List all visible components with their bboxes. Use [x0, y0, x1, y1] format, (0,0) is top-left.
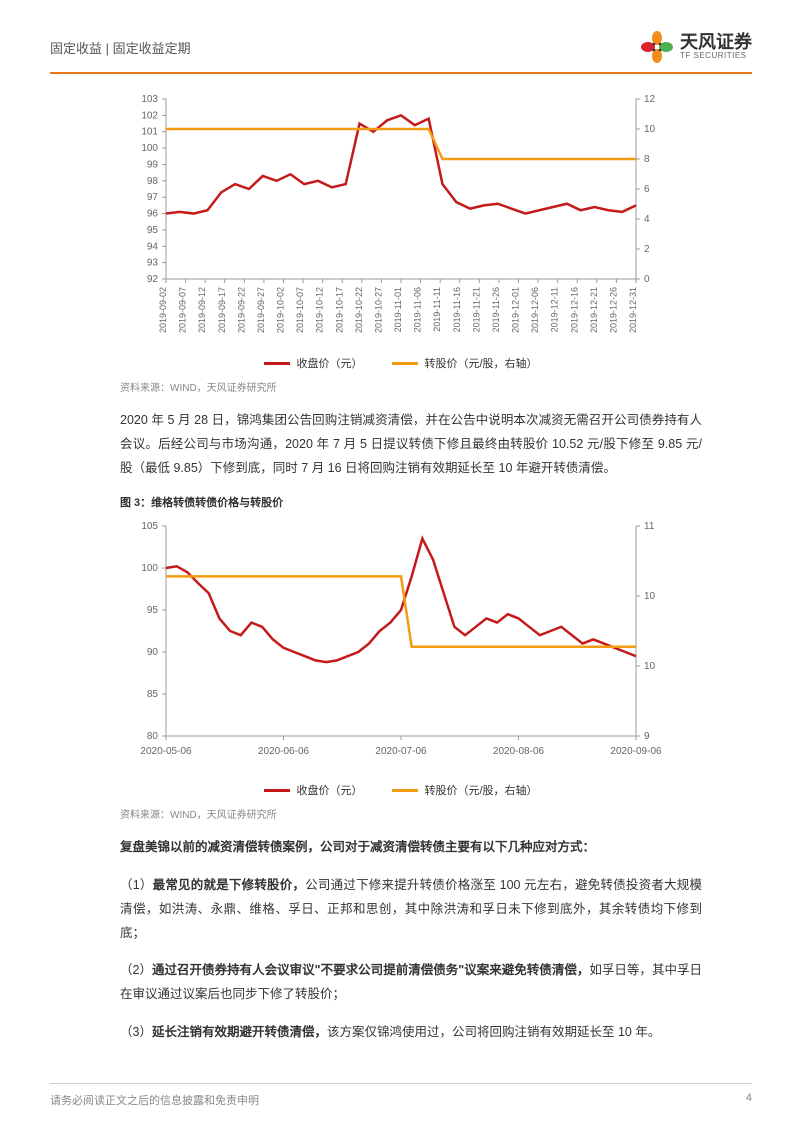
svg-text:10: 10: [644, 591, 656, 602]
svg-text:2019-10-27: 2019-10-27: [373, 287, 383, 333]
svg-text:2019-12-21: 2019-12-21: [589, 287, 599, 333]
legend-label: 转股价（元/股，右轴）: [424, 782, 537, 798]
svg-text:2019-11-26: 2019-11-26: [491, 287, 501, 332]
footer-disclaimer: 请务必阅读正文之后的信息披露和免责申明: [50, 1092, 259, 1108]
page-footer: 请务必阅读正文之后的信息披露和免责申明 4: [50, 1083, 752, 1108]
svg-text:2019-10-07: 2019-10-07: [295, 287, 305, 333]
legend-item: 收盘价（元）: [264, 355, 362, 371]
svg-text:4: 4: [644, 214, 650, 225]
bullet-lead: （1）: [120, 878, 153, 892]
doc-category: 固定收益 | 固定收益定期: [50, 38, 191, 57]
svg-text:2019-09-17: 2019-09-17: [217, 287, 227, 333]
svg-text:98: 98: [147, 176, 159, 187]
svg-text:97: 97: [147, 192, 159, 203]
svg-text:2019-09-07: 2019-09-07: [178, 287, 188, 333]
logo-flower-icon: [640, 30, 674, 64]
svg-text:100: 100: [141, 563, 158, 574]
svg-text:2: 2: [644, 244, 650, 255]
logo-text-block: 天风证券 TF SECURITIES: [680, 33, 752, 61]
legend-label: 收盘价（元）: [296, 782, 362, 798]
legend-item: 收盘价（元）: [264, 782, 362, 798]
logo-text-cn: 天风证券: [680, 33, 752, 51]
page-number: 4: [746, 1092, 752, 1108]
svg-text:95: 95: [147, 605, 159, 616]
svg-text:2019-12-06: 2019-12-06: [530, 287, 540, 333]
svg-text:105: 105: [141, 521, 158, 532]
svg-text:102: 102: [141, 110, 158, 121]
svg-text:2019-10-12: 2019-10-12: [315, 287, 325, 333]
svg-text:11: 11: [644, 521, 655, 532]
bullet-2: （2）通过召开债券持有人会议审议"不要求公司提前清偿债务"议案来避免转债清偿，如…: [120, 959, 702, 1007]
bullet-bold: 通过召开债券持有人会议审议"不要求公司提前清偿债务"议案来避免转债清偿，: [152, 963, 589, 977]
bullet-bold: 延长注销有效期避开转债清偿，: [152, 1025, 327, 1039]
svg-text:2019-12-01: 2019-12-01: [511, 287, 521, 333]
svg-text:2019-11-16: 2019-11-16: [452, 287, 462, 332]
svg-text:95: 95: [147, 225, 159, 236]
chart-2-title: 图 3：维格转债转债价格与转股价: [120, 494, 752, 510]
svg-text:10: 10: [644, 661, 656, 672]
svg-text:2020-09-06: 2020-09-06: [610, 746, 662, 757]
paragraph-1: 2020 年 5 月 28 日，锦鸿集团公告回购注销减资清偿，并在公告中说明本次…: [120, 409, 702, 480]
legend-label: 收盘价（元）: [296, 355, 362, 371]
chart-2-legend: 收盘价（元） 转股价（元/股，右轴）: [121, 782, 681, 798]
svg-text:99: 99: [147, 159, 159, 170]
bullet-lead: （3）: [120, 1025, 152, 1039]
legend-item: 转股价（元/股，右轴）: [392, 782, 537, 798]
bullet-1: （1）最常见的就是下修转股价，公司通过下修来提升转债价格涨至 100 元左右，避…: [120, 874, 702, 945]
svg-text:2019-11-11: 2019-11-11: [432, 287, 442, 332]
legend-label: 转股价（元/股，右轴）: [424, 355, 537, 371]
page-header: 固定收益 | 固定收益定期 天风证券 TF SECURITIES: [50, 30, 752, 74]
svg-text:90: 90: [147, 647, 159, 658]
chart-1-legend: 收盘价（元） 转股价（元/股，右轴）: [121, 355, 681, 371]
svg-text:2019-10-22: 2019-10-22: [354, 287, 364, 333]
svg-text:2020-08-06: 2020-08-06: [493, 746, 545, 757]
svg-text:80: 80: [147, 731, 159, 742]
svg-text:2020-05-06: 2020-05-06: [140, 746, 192, 757]
svg-text:2019-11-01: 2019-11-01: [393, 287, 403, 332]
svg-text:10: 10: [644, 124, 656, 135]
chart-1-source: 资料来源：WIND，天风证券研究所: [120, 379, 752, 394]
svg-text:8: 8: [644, 154, 650, 165]
svg-text:2019-11-21: 2019-11-21: [471, 287, 481, 332]
summary-bold: 复盘美锦以前的减资清偿转债案例，公司对于减资清偿转债主要有以下几种应对方式：: [120, 836, 702, 860]
svg-text:92: 92: [147, 274, 159, 285]
svg-text:2019-12-16: 2019-12-16: [569, 287, 579, 333]
svg-text:6: 6: [644, 184, 650, 195]
svg-text:9: 9: [644, 731, 650, 742]
svg-text:12: 12: [644, 94, 656, 105]
svg-text:0: 0: [644, 274, 650, 285]
svg-text:100: 100: [141, 143, 158, 154]
svg-text:103: 103: [141, 94, 158, 105]
logo-text-en: TF SECURITIES: [680, 51, 752, 61]
svg-text:2019-12-26: 2019-12-26: [608, 287, 618, 333]
svg-text:2020-06-06: 2020-06-06: [258, 746, 310, 757]
svg-text:93: 93: [147, 258, 159, 269]
legend-item: 转股价（元/股，右轴）: [392, 355, 537, 371]
svg-text:2019-09-02: 2019-09-02: [158, 287, 168, 333]
svg-text:96: 96: [147, 209, 159, 220]
svg-text:2019-10-02: 2019-10-02: [276, 287, 286, 333]
svg-text:2019-09-12: 2019-09-12: [197, 287, 207, 333]
bullet-3: （3）延长注销有效期避开转债清偿，该方案仅锦鸿使用过，公司将回购注销有效期延长至…: [120, 1021, 702, 1045]
svg-text:2019-11-06: 2019-11-06: [413, 287, 423, 332]
bullet-bold: 最常见的就是下修转股价，: [153, 878, 306, 892]
chart-1: 92 93 94 95 96 97 98 99 100 101 102 103 0 2 4 6 8 10 12 201…: [121, 89, 681, 371]
svg-text:2019-12-31: 2019-12-31: [628, 287, 638, 333]
svg-text:101: 101: [141, 127, 158, 138]
svg-text:2019-09-22: 2019-09-22: [236, 287, 246, 333]
svg-text:2019-09-27: 2019-09-27: [256, 287, 266, 333]
svg-text:94: 94: [147, 241, 159, 252]
chart-2: 80 85 90 95 100 105 9 10 10 11 2020-05-06 2020-06-0…: [121, 516, 681, 798]
svg-text:2019-10-17: 2019-10-17: [334, 287, 344, 333]
svg-text:2019-12-11: 2019-12-11: [550, 287, 560, 332]
company-logo: 天风证券 TF SECURITIES: [640, 30, 752, 64]
svg-text:2020-07-06: 2020-07-06: [375, 746, 427, 757]
bullet-rest: 该方案仅锦鸿使用过，公司将回购注销有效期延长至 10 年。: [327, 1025, 660, 1039]
chart-2-source: 资料来源：WIND，天风证券研究所: [120, 806, 752, 821]
svg-text:85: 85: [147, 689, 159, 700]
bullet-lead: （2）: [120, 963, 152, 977]
